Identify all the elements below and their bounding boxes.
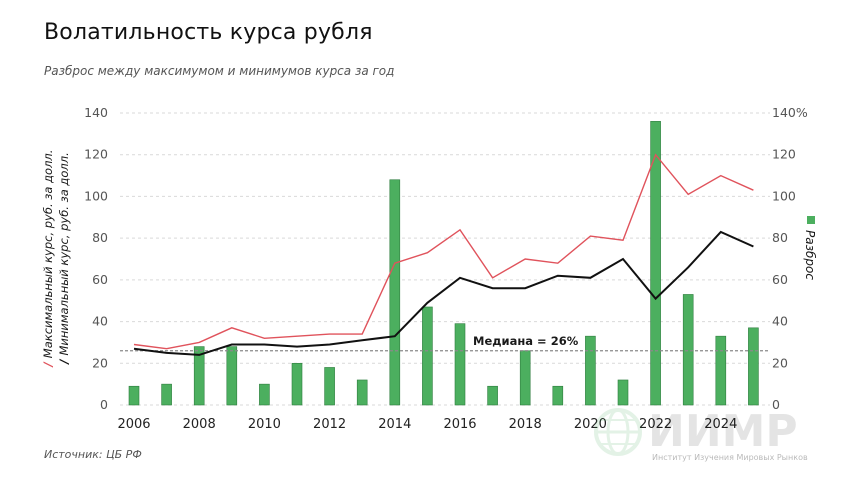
y-tick-left: 20 [92,355,108,370]
grid [120,112,770,406]
bar [650,121,661,406]
x-tick: 2006 [117,417,150,432]
bar [585,335,596,406]
legend-min-marker: / [57,356,71,366]
bar [748,327,759,406]
chart-subtitle: Разброс между максимумом и минимумов кур… [44,64,395,78]
bars [128,121,759,406]
bar [193,346,205,406]
brand-caption: Институт Изучения Мировых Рынков [652,453,808,462]
y-tick-right: 40 [772,314,788,329]
y-tick-left: 100 [84,188,108,203]
legend-bar-label: Разброс [803,230,817,280]
median-label: Медиана = 26% [473,334,579,348]
y-tick-left: 120 [84,147,108,162]
bar [291,362,303,406]
y-tick-left: 80 [92,230,108,245]
bar [161,383,172,406]
legend-min-label: Минимальный курс, руб. за долл. [57,152,71,355]
y-tick-right: 0 [772,397,780,412]
brand-name: ИИМР [648,406,798,457]
bar [715,335,727,406]
bar [552,385,564,406]
x-tick: 2014 [378,417,411,432]
legend-max-marker: / [41,358,55,368]
y-tick-right: 140% [772,105,808,120]
y-tick-left: 40 [92,314,108,329]
x-tick: 2022 [639,417,672,432]
bar [226,346,238,406]
x-tick: 2024 [704,417,737,432]
svg-text:/ Минимальный курс, руб. за до: / Минимальный курс, руб. за долл. [57,152,71,366]
right-axis-legend: Разброс [803,216,817,280]
y-tick-right: 20 [772,355,788,370]
bar [389,179,401,406]
brand-logo: ИИМР Институт Изучения Мировых Рынков [594,406,808,462]
x-tick: 2012 [313,417,346,432]
y-tick-right: 80 [772,230,788,245]
bar [454,323,466,406]
y-tick-left: 60 [92,272,108,287]
x-tick: 2010 [248,417,281,432]
bar [259,383,270,406]
y-tick-right: 60 [772,272,788,287]
line-max [133,153,754,350]
left-axis-legend: / Максимальный курс, руб. за долл. / Мин… [41,150,71,369]
bar [356,379,368,406]
chart-title: Волатильность курса рубля [44,20,373,45]
y-tick-left: 0 [100,397,108,412]
legend-max-label: Максимальный курс, руб. за долл. [41,150,55,359]
line-min [133,230,754,356]
bar [422,306,433,406]
bar [617,379,629,406]
y-tick-right: 120 [772,147,796,162]
bar [487,385,498,406]
x-tick: 2008 [183,417,216,432]
legend-bar-swatch [807,216,815,224]
source-note: Источник: ЦБ РФ [44,448,142,461]
svg-text:/ Максимальный курс, руб. за д: / Максимальный курс, руб. за долл. [41,150,55,369]
bar [519,350,531,406]
x-tick: 2018 [509,417,542,432]
y-axis-right: 0 20 40 60 80 100 120 140% [772,105,808,412]
bar [324,367,335,406]
bar [682,294,694,406]
x-tick: 2016 [443,417,476,432]
y-tick-right: 100 [772,188,796,203]
x-axis: 2006 2008 2010 2012 2014 2016 2018 2020 2022 2024 [117,417,737,432]
globe-icon [594,408,642,456]
bar [128,385,140,406]
y-axis-left: 0 20 40 60 80 100 120 140 [84,105,108,412]
y-tick-left: 140 [84,105,108,120]
x-tick: 2020 [574,417,607,432]
